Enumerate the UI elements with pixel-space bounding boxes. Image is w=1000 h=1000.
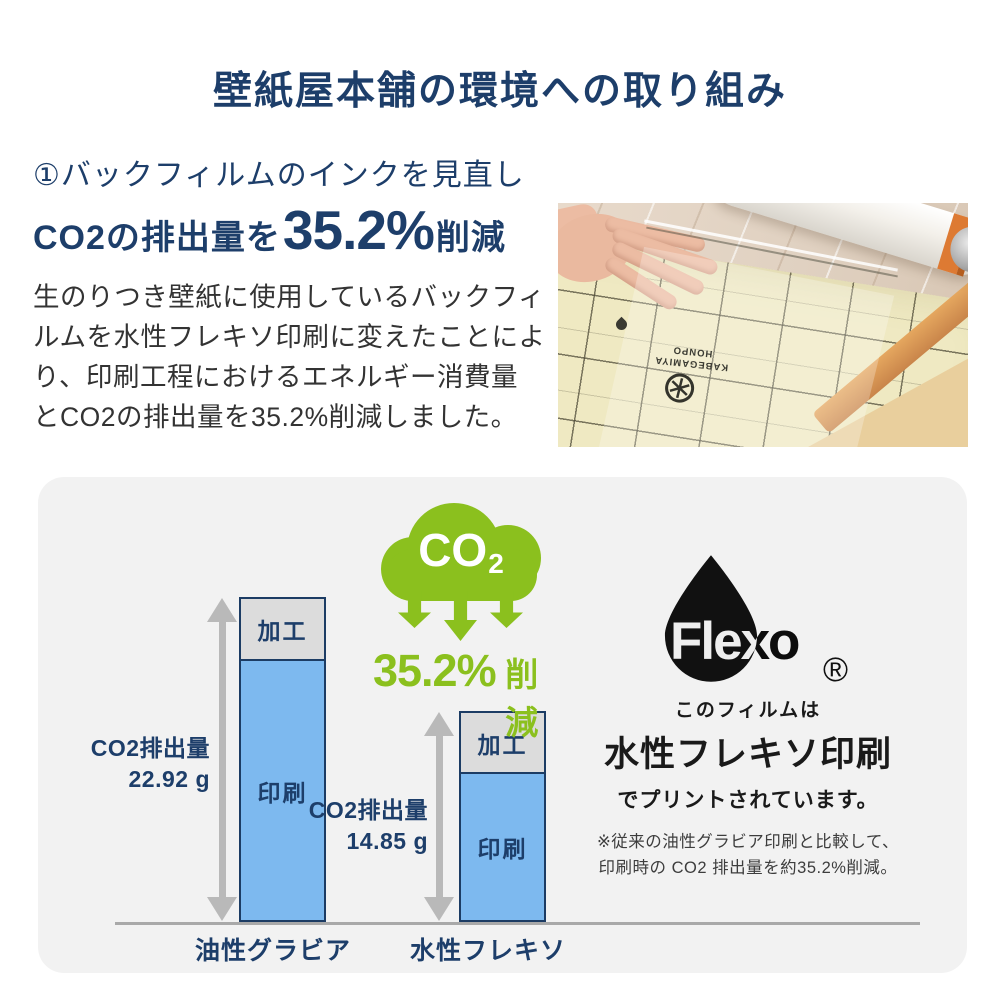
bar-0: 加工 印刷	[239, 597, 326, 922]
co2-cloud-annotation: CO2 35.2% 削減	[373, 503, 548, 744]
segment-label: 加工	[257, 618, 308, 644]
down-arrow-icon	[398, 591, 431, 628]
arrow-shaft	[435, 730, 443, 903]
page-title: 壁紙屋本舗の環境への取り組み	[212, 70, 787, 113]
segment-label: 印刷	[477, 836, 528, 862]
footnote-line-2: 印刷時の CO2 排出量を約35.2%削減。	[598, 859, 898, 877]
reduction-suffix: 削減	[505, 656, 539, 741]
bar-1-processing-segment: 加工	[461, 713, 544, 774]
flexo-drop-icon	[662, 553, 760, 688]
category-label-1: 水性フレキソ	[409, 937, 566, 965]
reduction-label: 35.2% 削減	[373, 645, 548, 744]
intro-heading: ①バックフィルムのインクを見直し	[33, 159, 525, 192]
bar-arrow-1	[422, 712, 456, 921]
co2-headline-suffix: 削減	[435, 219, 506, 257]
reduction-value: 35.2%	[373, 645, 497, 696]
segment-label: 印刷	[257, 779, 308, 806]
co2-headline-prefix: CO2の排出量を	[33, 219, 281, 257]
co2-headline-value: 35.2%	[282, 199, 435, 261]
co2-comparison-panel: 加工 印刷 CO2排出量 22.92 g 油性グラビア 加工 印刷 CO2排	[38, 477, 967, 973]
flexo-captions: このフィルムは 水性フレキソ印刷 でプリントされています。 ※従来の油性グラビア…	[560, 695, 936, 881]
x-axis-line	[115, 922, 920, 925]
footnote-line-1: ※従来の油性グラビア印刷と比較して、	[596, 833, 899, 851]
bar-0-total-label: CO2排出量 22.92 g	[56, 733, 210, 795]
bar-0-processing-segment: 加工	[241, 599, 324, 661]
total-label: CO2排出量	[90, 735, 210, 761]
caption-line-3: でプリントされています。	[617, 789, 879, 812]
registered-trademark-icon: ®	[823, 651, 849, 689]
bar-0-printing-segment: 印刷	[241, 661, 324, 920]
flexo-logo: Flexo ®	[624, 547, 960, 695]
co2-cloud-icon: CO2	[380, 503, 541, 601]
film-badge-icon	[658, 367, 700, 413]
category-label-0: 油性グラビア	[194, 937, 351, 965]
bar-1-total-label: CO2排出量 14.85 g	[274, 795, 428, 857]
arrow-shaft	[218, 616, 226, 903]
total-value: 22.92 g	[128, 766, 210, 792]
bar-arrow-0	[205, 598, 239, 921]
arrow-down-icon	[207, 897, 237, 921]
flexo-logo-text: Flexo	[670, 612, 800, 671]
arrow-down-icon	[424, 897, 454, 921]
down-arrow-icon	[490, 591, 523, 628]
bar-1-printing-segment: 印刷	[461, 774, 544, 920]
bar-1: 加工 印刷	[459, 711, 546, 922]
intro-body-text: 生のりつき壁紙に使用しているバックフィ ルムを水性フレキソ印刷に変えたことによ …	[33, 282, 546, 432]
co2-reduction-headline: CO2の排出量を 35.2% 削減	[33, 198, 506, 262]
caption-line-1: このフィルムは	[674, 700, 822, 721]
total-label: CO2排出量	[308, 797, 428, 823]
down-arrow-icon	[444, 591, 477, 641]
caption-line-2: 水性フレキソ印刷	[603, 735, 892, 774]
co2-down-arrows-icon	[373, 591, 548, 641]
co2-cloud-label: CO2	[418, 524, 504, 579]
segment-label: 加工	[477, 731, 528, 758]
wallpaper-film-photo: KABEGAMIYA HONPO	[558, 203, 968, 447]
total-value: 14.85 g	[346, 828, 428, 854]
